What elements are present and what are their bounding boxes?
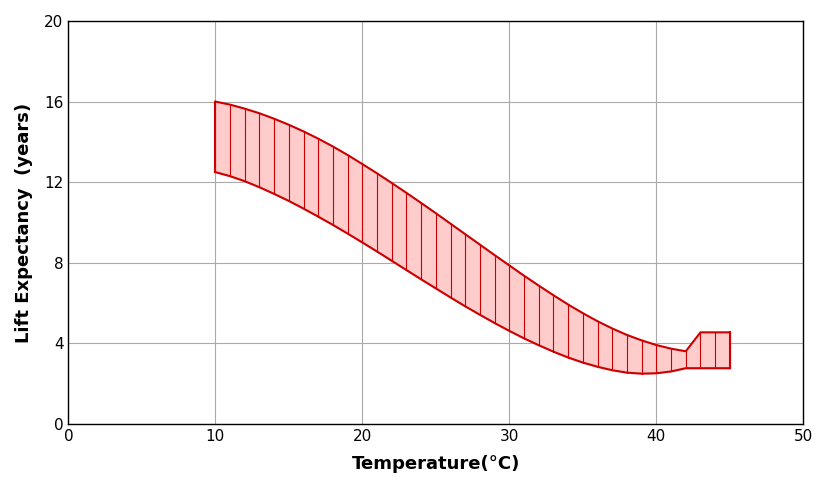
Y-axis label: Lift Expectancy  (years): Lift Expectancy (years) [15, 102, 33, 343]
X-axis label: Temperature(°C): Temperature(°C) [351, 455, 519, 473]
